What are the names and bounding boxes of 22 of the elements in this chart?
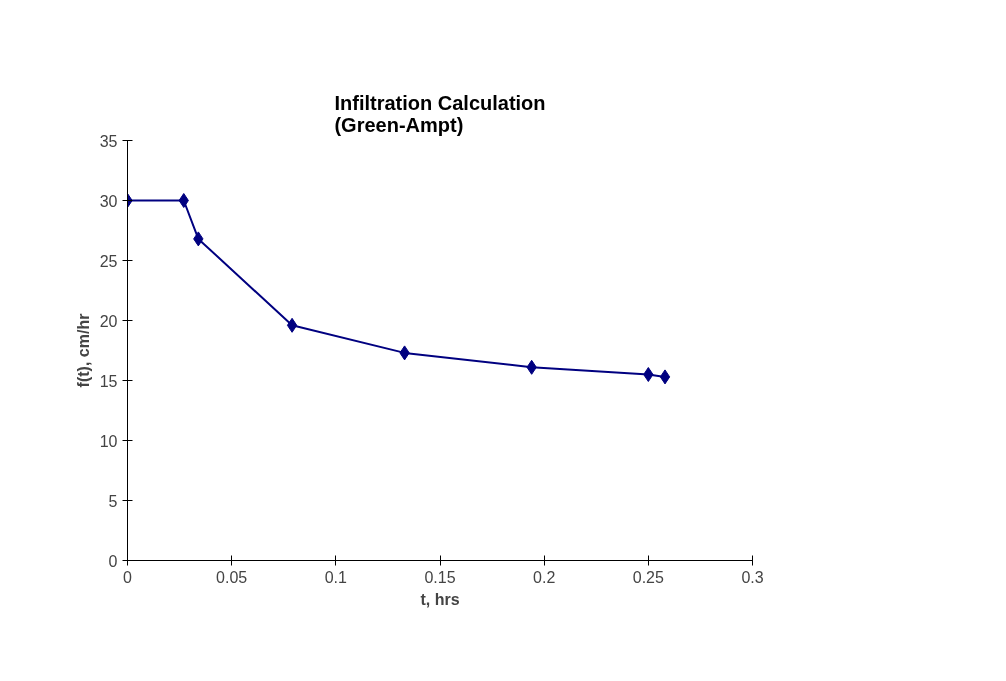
y-tick-label: 10 <box>99 432 118 450</box>
x-tick-label: 0.1 <box>324 568 348 586</box>
x-tick-label: 0.2 <box>533 568 556 586</box>
x-tick-label: 0.15 <box>424 568 456 586</box>
point <box>659 369 671 385</box>
x-tick-label: 0.3 <box>741 568 764 586</box>
x-axis-title: t, hrs <box>420 590 460 608</box>
x-tick-label: 0.25 <box>632 568 665 586</box>
chart-title: Infiltration Calculation (Green-Ampt) <box>334 91 546 136</box>
y-axis-title: f(t), cm/hr <box>74 313 92 388</box>
y-tick-label: 5 <box>108 492 118 510</box>
point <box>643 367 654 382</box>
x-tick-label: 0.05 <box>216 568 248 586</box>
y-tick-label: 20 <box>99 312 118 330</box>
y-tick-label: 30 <box>99 192 118 210</box>
y-tick-label: 15 <box>99 372 118 390</box>
point <box>178 193 189 208</box>
y-tick-label: 25 <box>99 252 118 270</box>
y-tick-label: 35 <box>99 132 118 150</box>
y-tick-label: 0 <box>108 552 118 570</box>
x-tick-label: 0 <box>123 568 133 586</box>
point <box>286 317 298 333</box>
